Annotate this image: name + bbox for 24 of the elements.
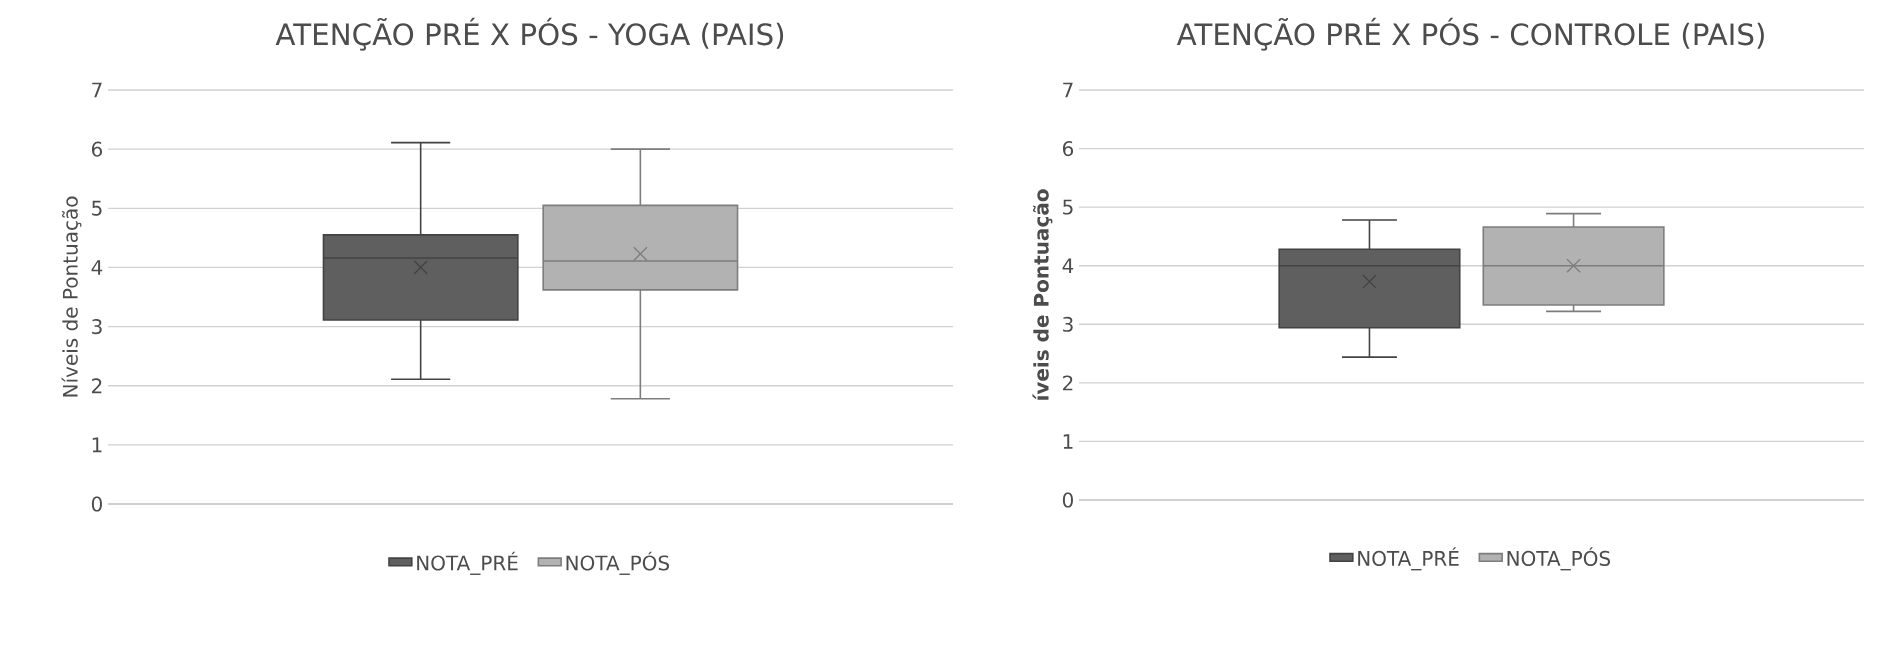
- y-tick-label: 5: [1063, 199, 1073, 215]
- y-tick-label: 3: [1063, 316, 1073, 332]
- y-tick-label: 2: [1063, 375, 1073, 391]
- y-tick-label: 3: [92, 319, 102, 335]
- y-tick-label: 1: [1063, 434, 1073, 449]
- chart-title: ATENÇÃO PRÉ X PÓS - YOGA (PAIS): [275, 17, 784, 51]
- y-tick-label: 6: [1062, 141, 1074, 157]
- y-tick-label: 4: [91, 260, 103, 275]
- legend-label: NOTA_PÓS: [1507, 547, 1611, 571]
- y-tick-label: 5: [92, 200, 102, 216]
- chart-title: ATENÇÃO PRÉ X PÓS - CONTROLE (PAIS): [1176, 17, 1764, 51]
- y-tick-label: 1: [92, 437, 102, 453]
- y-tick-label: 7: [1063, 82, 1073, 98]
- y-tick-label: 0: [1062, 492, 1073, 508]
- y-tick-label: 4: [1062, 258, 1074, 273]
- legend-label: NOTA_PÓS: [566, 551, 670, 575]
- y-axis-title: Níveis de Pontuação: [61, 196, 82, 397]
- legend-label: NOTA_PRÉ: [417, 551, 518, 575]
- y-tick-label: 6: [91, 141, 103, 157]
- y-tick-label: 7: [92, 82, 102, 98]
- y-tick-label: 0: [91, 496, 102, 512]
- y-tick-label: 2: [92, 378, 102, 394]
- y-axis-title: íveis de Pontuação: [1032, 189, 1053, 400]
- legend-label: NOTA_PRÉ: [1358, 547, 1459, 571]
